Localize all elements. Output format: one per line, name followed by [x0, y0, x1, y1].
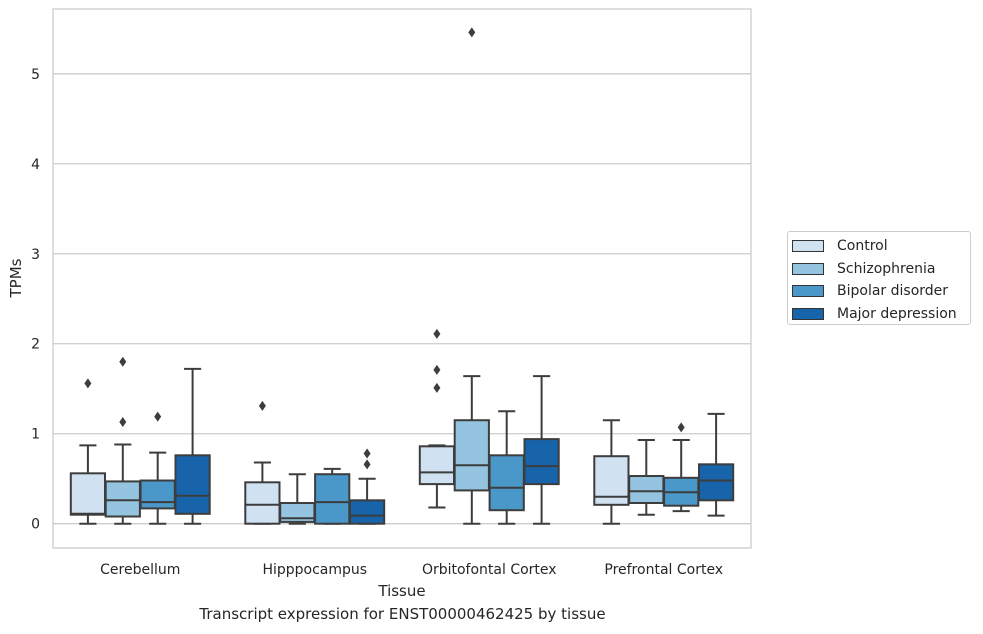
outlier-point — [119, 356, 127, 367]
y-tick-label: 0 — [31, 517, 40, 533]
box-group — [488, 410, 525, 525]
outlier-point — [258, 400, 266, 411]
legend-swatch — [792, 262, 824, 275]
box-iqr — [104, 480, 141, 518]
box-iqr — [348, 499, 386, 525]
y-tick-label: 3 — [31, 247, 40, 263]
plot-frame — [52, 8, 752, 549]
legend-label: Major depression — [837, 305, 957, 322]
box-group — [244, 400, 281, 525]
box-group — [348, 448, 386, 525]
box-group — [418, 328, 456, 509]
y-tick-labels: 0 1 2 3 4 5 — [31, 67, 40, 533]
box-iqr — [488, 454, 525, 512]
chart-caption: Transcript expression for ENST0000046242… — [199, 605, 606, 623]
legend-item: Control — [792, 235, 970, 258]
outlier-point — [468, 27, 476, 38]
outlier-point — [433, 364, 441, 375]
x-axis-label: Tissue — [377, 582, 425, 600]
legend-swatch — [792, 285, 824, 298]
y-gridlines — [53, 73, 751, 525]
legend-swatch — [792, 307, 824, 320]
box-marks — [69, 27, 735, 525]
legend-label: Control — [837, 238, 888, 255]
box-iqr — [244, 481, 281, 525]
box-group — [453, 27, 490, 525]
x-tick-label: Hipppocampus — [262, 562, 367, 578]
box-group — [523, 375, 560, 525]
box-group — [139, 411, 176, 525]
outlier-point — [84, 378, 92, 389]
outlier-point — [119, 417, 127, 428]
x-tick-labels: Cerebellum Hipppocampus Orbitofontal Corte… — [100, 562, 723, 578]
box-group — [69, 378, 107, 525]
box-iqr — [174, 454, 211, 515]
box-iqr — [139, 479, 176, 510]
box-iqr — [523, 438, 560, 486]
box-group — [697, 412, 735, 517]
legend-item: Major depression — [792, 303, 970, 326]
y-tick-label: 5 — [31, 67, 40, 83]
x-tick-label: Prefrontal Cortex — [604, 562, 723, 578]
outlier-point — [433, 382, 441, 393]
box-iqr — [418, 445, 456, 486]
box-iqr — [697, 463, 735, 502]
box-iqr — [628, 475, 665, 505]
box-group — [104, 356, 141, 525]
legend-item: Schizophrenia — [792, 258, 970, 281]
box-iqr — [69, 472, 107, 516]
legend-label: Bipolar disorder — [837, 283, 949, 300]
legend-swatch — [792, 240, 824, 253]
x-tick-label: Orbitofontal Cortex — [422, 562, 557, 578]
outlier-point — [363, 448, 371, 459]
legend-item: Bipolar disorder — [792, 280, 970, 303]
legend: Control Schizophrenia Bipolar disorder Majo… — [787, 231, 971, 325]
box-group — [174, 367, 211, 525]
box-iqr — [453, 419, 490, 492]
box-group — [628, 439, 665, 516]
y-tick-label: 4 — [31, 157, 40, 173]
box-group — [593, 419, 630, 525]
box-group — [314, 467, 351, 525]
box-group — [279, 473, 316, 525]
y-tick-label: 2 — [31, 337, 40, 353]
box-group — [663, 422, 700, 513]
outlier-point — [154, 411, 162, 422]
outlier-point — [363, 459, 371, 470]
box-iqr — [314, 473, 351, 525]
y-tick-label: 1 — [31, 427, 40, 443]
outlier-point — [677, 422, 685, 433]
legend-label: Schizophrenia — [837, 260, 936, 277]
outlier-point — [433, 328, 441, 339]
x-tick-label: Cerebellum — [100, 562, 180, 578]
y-axis-label: TPMs — [7, 258, 25, 298]
